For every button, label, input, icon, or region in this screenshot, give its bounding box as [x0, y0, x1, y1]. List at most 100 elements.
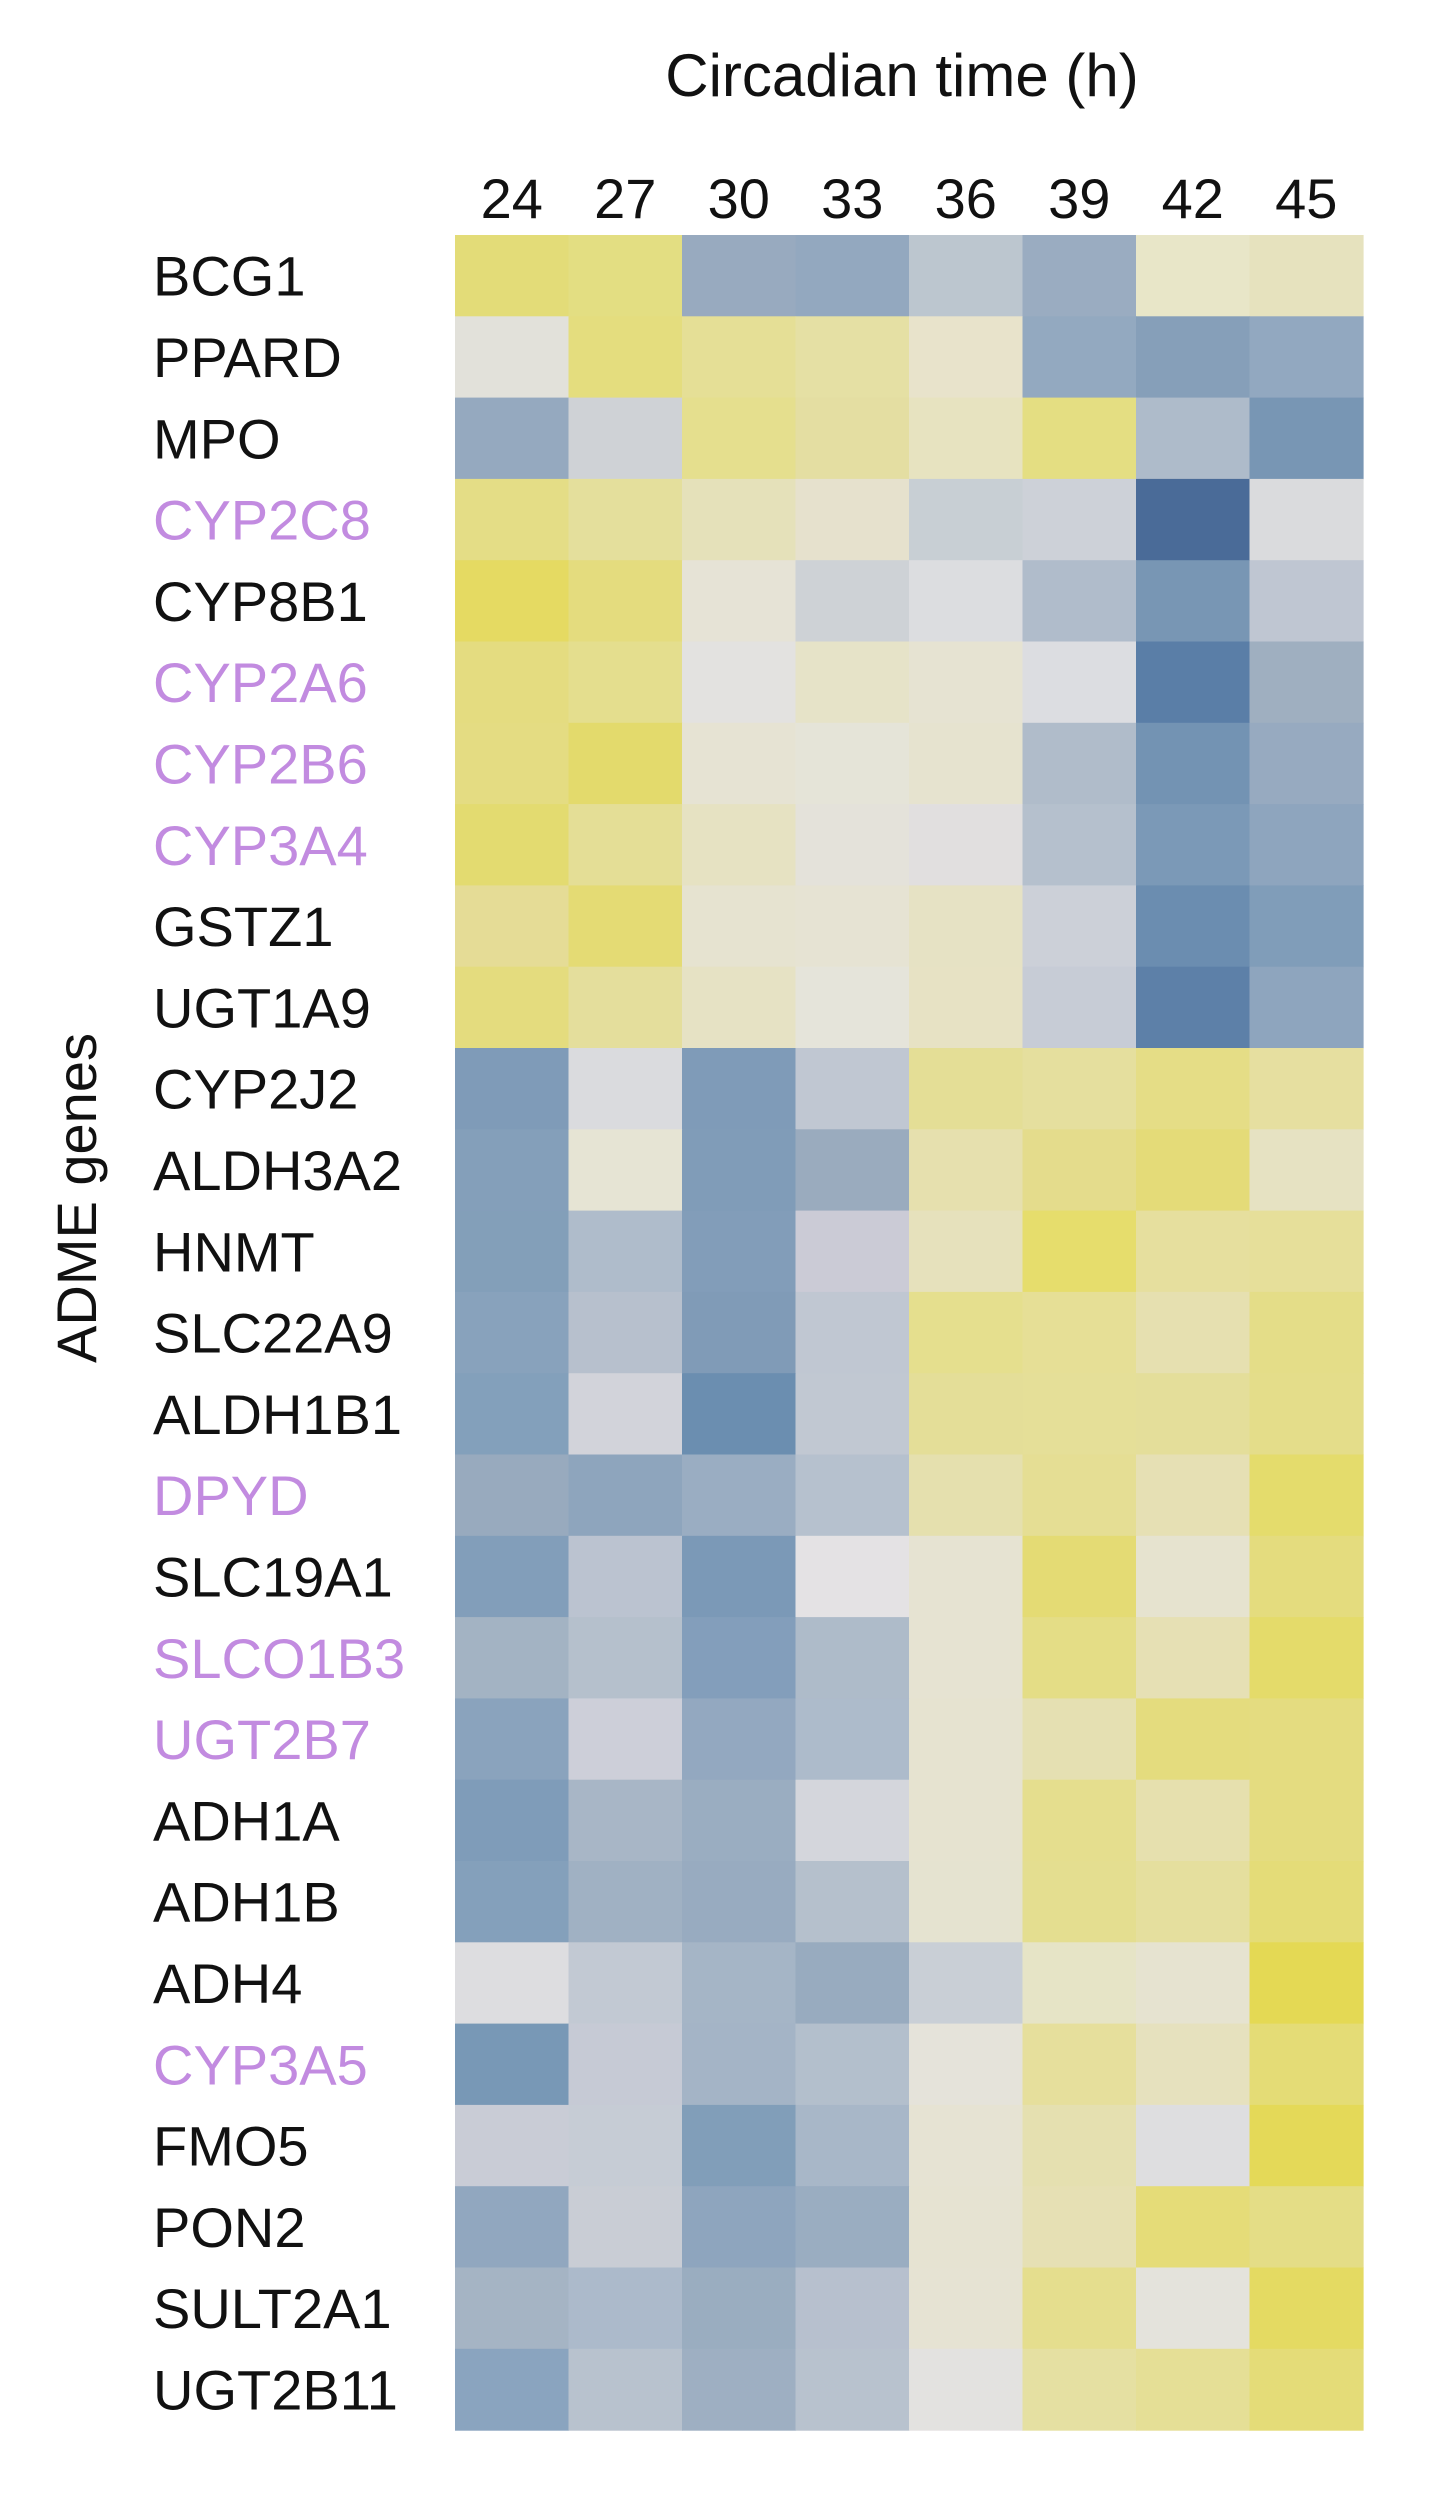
- heatmap-cell-ugt1a9-42: [1136, 966, 1251, 1049]
- heatmap-cell-slc22a9-33: [795, 1291, 910, 1374]
- heatmap-cell-cyp2c8-39: [1022, 478, 1137, 561]
- heatmap-cell-aldh3a2-42: [1136, 1129, 1251, 1212]
- heatmap-cell-slc19a1-24: [455, 1535, 570, 1618]
- heatmap-cell-ugt2b11-45: [1249, 2348, 1364, 2431]
- row-label-cyp2b6: CYP2B6: [153, 732, 368, 795]
- heatmap-cell-ppard-42: [1136, 316, 1251, 399]
- heatmap-cell-pon2-36: [909, 2186, 1024, 2269]
- heatmap-cell-sult2a1-27: [568, 2267, 683, 2350]
- heatmap-cell-bcg1-36: [909, 235, 1024, 317]
- heatmap-cell-fmo5-27: [568, 2104, 683, 2187]
- heatmap-cell-adh4-45: [1249, 1942, 1364, 2025]
- heatmap-cell-cyp3a4-39: [1022, 804, 1137, 886]
- heatmap-cell-gstz1-36: [909, 885, 1024, 968]
- heatmap-cell-aldh3a2-27: [568, 1129, 683, 1212]
- row-labels: BCG1 PPARD MPO CYP2C8 CYP8B1 CYP2A6 CYP2B6 CYP3…: [153, 245, 405, 2422]
- heatmap-cell-slc22a9-24: [455, 1291, 570, 1374]
- heatmap-cell-slc22a9-45: [1249, 1291, 1364, 1374]
- row-label-mpo: MPO: [153, 407, 281, 470]
- heatmap-cell-gstz1-24: [455, 885, 570, 968]
- heatmap-cell-ppard-27: [568, 316, 683, 399]
- heatmap-cell-cyp2a6-36: [909, 641, 1024, 724]
- heatmap-cell-cyp2b6-42: [1136, 722, 1251, 805]
- heatmap-cell-adh1b-42: [1136, 1861, 1251, 1943]
- heatmap-cell-cyp2b6-27: [568, 722, 683, 805]
- heatmap-cell-cyp3a4-36: [909, 804, 1024, 886]
- heatmap-cell-pon2-39: [1022, 2186, 1137, 2269]
- heatmap-cell-cyp2c8-24: [455, 478, 570, 561]
- heatmap-cell-aldh1b1-42: [1136, 1373, 1251, 1456]
- row-label-dpyd: DPYD: [153, 1464, 309, 1527]
- heatmap-cell-mpo-45: [1249, 397, 1364, 480]
- heatmap-cell-slc19a1-27: [568, 1535, 683, 1618]
- heatmap-cell-fmo5-42: [1136, 2104, 1251, 2187]
- column-label-39: 39: [1048, 167, 1110, 230]
- heatmap-cell-ppard-45: [1249, 316, 1364, 399]
- heatmap-cell-ugt1a9-33: [795, 966, 910, 1049]
- heatmap-cell-sult2a1-39: [1022, 2267, 1137, 2350]
- heatmap-cell-ugt1a9-36: [909, 966, 1024, 1049]
- heatmap-cell-aldh3a2-24: [455, 1129, 570, 1212]
- row-label-adh4: ADH4: [153, 1952, 302, 2015]
- row-label-slc19a1: SLC19A1: [153, 1545, 393, 1608]
- row-label-cyp3a4: CYP3A4: [153, 814, 368, 877]
- heatmap-cell-aldh1b1-39: [1022, 1373, 1137, 1456]
- row-label-slc22a9: SLC22A9: [153, 1302, 393, 1365]
- heatmap-cell-adh4-27: [568, 1942, 683, 2025]
- row-label-ugt2b7: UGT2B7: [153, 1708, 371, 1771]
- heatmap-cell-cyp3a5-30: [682, 2023, 797, 2106]
- heatmap-cell-slc22a9-30: [682, 1291, 797, 1374]
- heatmap-cell-cyp2j2-45: [1249, 1048, 1364, 1130]
- heatmap-cell-bcg1-24: [455, 235, 570, 317]
- heatmap-cell-ugt2b7-30: [682, 1698, 797, 1781]
- row-label-cyp2j2: CYP2J2: [153, 1058, 358, 1121]
- heatmap-cell-cyp2a6-42: [1136, 641, 1251, 724]
- heatmap-cell-cyp2j2-39: [1022, 1048, 1137, 1130]
- heatmap-cell-aldh1b1-30: [682, 1373, 797, 1456]
- heatmap-cell-cyp2a6-30: [682, 641, 797, 724]
- heatmap-cell-mpo-24: [455, 397, 570, 480]
- heatmap-cell-dpyd-45: [1249, 1454, 1364, 1537]
- heatmap-cell-adh1b-30: [682, 1861, 797, 1943]
- row-label-aldh1b1: ALDH1B1: [153, 1383, 402, 1446]
- row-label-ugt1a9: UGT1A9: [153, 976, 371, 1039]
- heatmap-cell-dpyd-24: [455, 1454, 570, 1537]
- column-label-42: 42: [1162, 167, 1224, 230]
- heatmap-cell-cyp2c8-42: [1136, 478, 1251, 561]
- heatmap-cell-adh1a-30: [682, 1779, 797, 1862]
- heatmap-cell-pon2-30: [682, 2186, 797, 2269]
- heatmap-cell-slco1b3-24: [455, 1617, 570, 1699]
- heatmap-cell-cyp8b1-42: [1136, 560, 1251, 643]
- heatmap-cell-adh1a-39: [1022, 1779, 1137, 1862]
- row-label-ugt2b11: UGT2B11: [153, 2358, 398, 2421]
- heatmap-cell-mpo-42: [1136, 397, 1251, 480]
- heatmap-cell-cyp2b6-39: [1022, 722, 1137, 805]
- heatmap-cell-hnmt-42: [1136, 1210, 1251, 1293]
- column-label-33: 33: [821, 167, 883, 230]
- heatmap-cell-cyp2j2-42: [1136, 1048, 1251, 1130]
- heatmap-cell-adh4-42: [1136, 1942, 1251, 2025]
- heatmap-cell-dpyd-33: [795, 1454, 910, 1537]
- heatmap-cell-pon2-42: [1136, 2186, 1251, 2269]
- heatmap-cell-ugt2b7-33: [795, 1698, 910, 1781]
- heatmap-cell-cyp8b1-45: [1249, 560, 1364, 643]
- heatmap-cell-slc22a9-39: [1022, 1291, 1137, 1374]
- row-label-fmo5: FMO5: [153, 2115, 309, 2178]
- heatmap-cell-sult2a1-30: [682, 2267, 797, 2350]
- heatmap-cell-pon2-45: [1249, 2186, 1364, 2269]
- heatmap-cells: [455, 235, 1364, 2431]
- heatmap-cell-cyp2b6-33: [795, 722, 910, 805]
- heatmap-cell-cyp2a6-39: [1022, 641, 1137, 724]
- heatmap-cell-adh4-30: [682, 1942, 797, 2025]
- heatmap-cell-cyp2a6-33: [795, 641, 910, 724]
- heatmap-cell-pon2-33: [795, 2186, 910, 2269]
- row-label-ppard: PPARD: [153, 326, 342, 389]
- heatmap-cell-ugt1a9-30: [682, 966, 797, 1049]
- heatmap-cell-hnmt-36: [909, 1210, 1024, 1293]
- heatmap-cell-slco1b3-36: [909, 1617, 1024, 1699]
- heatmap-cell-cyp3a5-27: [568, 2023, 683, 2106]
- heatmap-cell-adh1a-42: [1136, 1779, 1251, 1862]
- heatmap-cell-adh1b-27: [568, 1861, 683, 1943]
- heatmap-cell-ugt1a9-27: [568, 966, 683, 1049]
